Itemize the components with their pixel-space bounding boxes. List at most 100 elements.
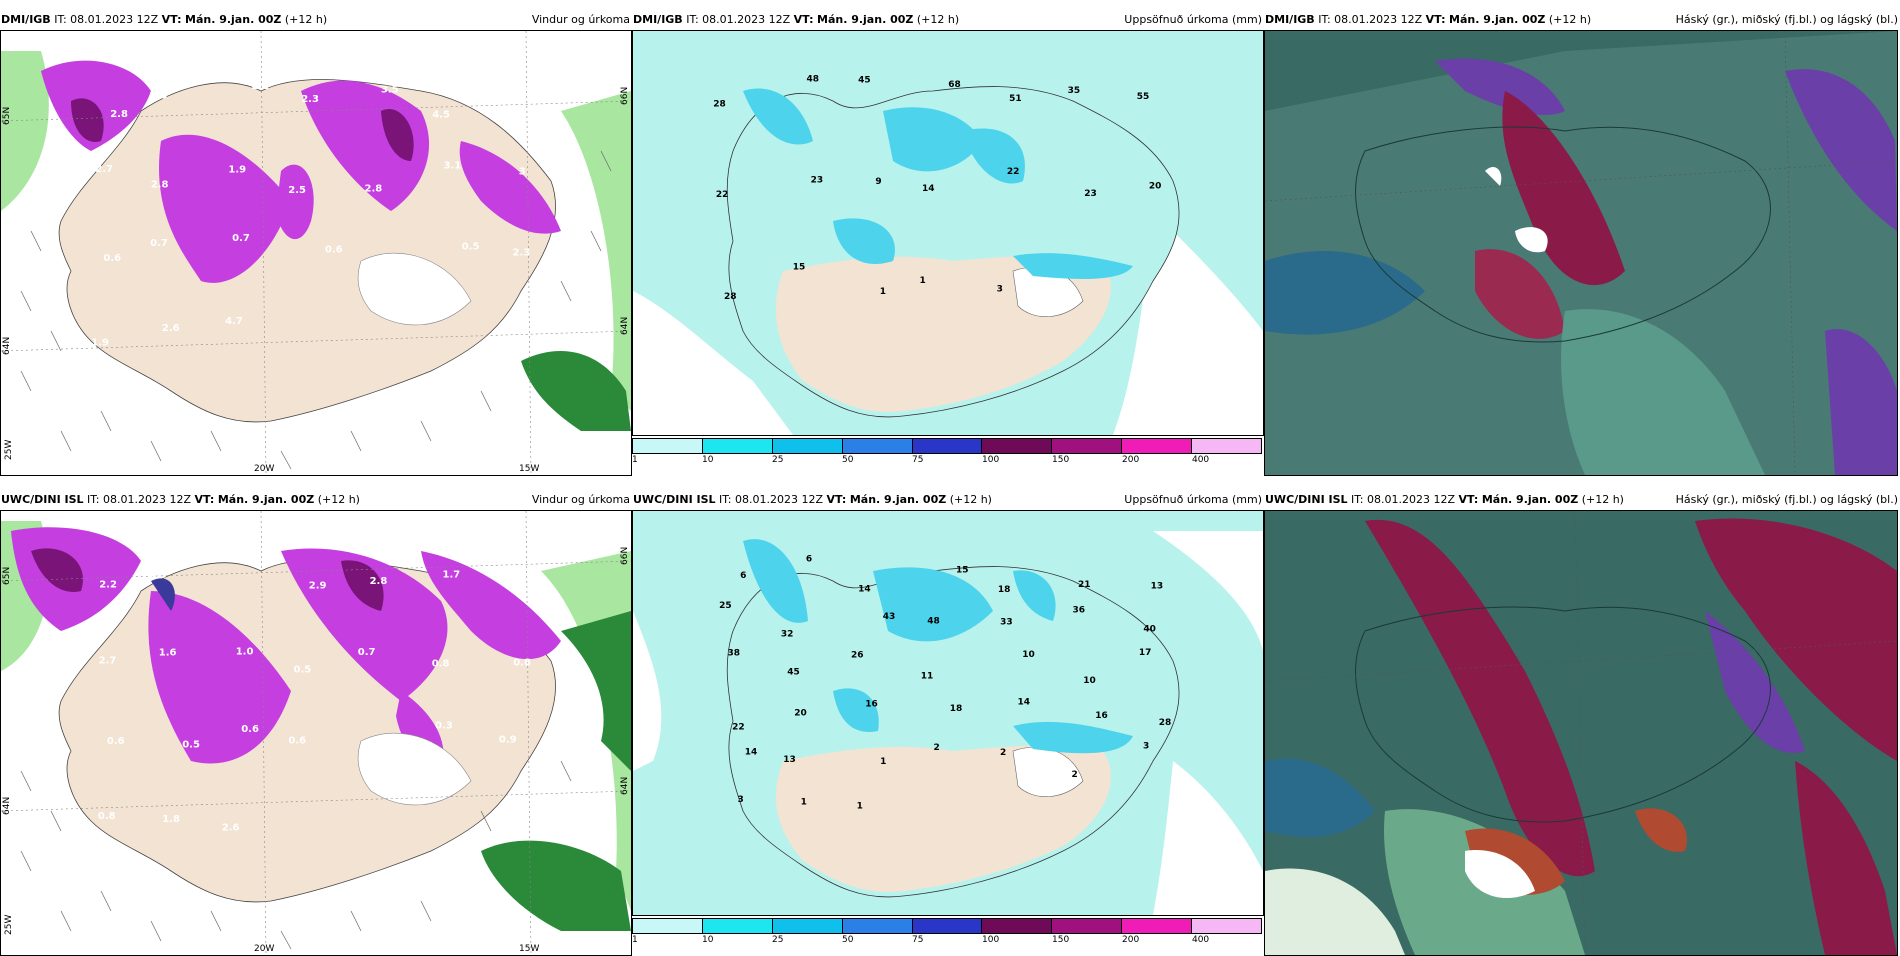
source-label: DMI/IGB xyxy=(1265,13,1315,26)
colorbar-swatch xyxy=(1192,439,1262,453)
map-value-label: 0.3 xyxy=(435,720,453,731)
cloud-map xyxy=(1265,511,1897,955)
map-value-label: 2.3 xyxy=(513,248,531,259)
map-value-labels: 2.2 2.3 4.0 2.9 2.8 1.7 1.2 2.7 1.6 1.0 0.5 0.7 0.8 0… xyxy=(98,557,544,833)
lat-label: 64N xyxy=(620,777,630,795)
colorbar-tick: 1 xyxy=(632,455,638,465)
init-time: IT: 08.01.2023 12Z xyxy=(87,493,192,506)
wind-precip-map: 65N 64N 25W 20W 15W 66N 64N 2.2 2.3 4.0 2.9… xyxy=(1,511,631,955)
map-value-label: 0.6 xyxy=(325,245,343,256)
init-time: IT: 08.01.2023 12Z xyxy=(719,493,824,506)
init-time: IT: 08.01.2023 12Z xyxy=(1351,493,1456,506)
map-value-label: 0.7 xyxy=(232,233,250,244)
colorbar-tick: 400 xyxy=(1191,935,1210,945)
valid-time-label: VT: xyxy=(1458,493,1479,506)
colorbar-tick: 75 xyxy=(911,935,924,945)
map-value-label: 2.6 xyxy=(150,90,168,101)
map-area: 65N 64N 25W 20W 15W 66N 64N 2.2 2.3 4.0 2.9… xyxy=(0,510,632,956)
panel-header: UWC/DINI ISL IT: 08.01.2023 12Z VT: Mán.… xyxy=(632,490,1264,510)
map-area xyxy=(1264,510,1898,956)
map-value-label: 2.9 xyxy=(309,580,327,591)
colorbar-swatch xyxy=(1122,919,1193,933)
map-value-label: 1.9 xyxy=(228,165,246,176)
map-value-label: 2.2 xyxy=(99,580,117,591)
map-value-label: 14 xyxy=(1018,697,1031,707)
map-value-label: 2.6 xyxy=(222,822,240,833)
colorbar-swatch xyxy=(982,439,1053,453)
map-area: 65N 64N 25W 20W 15W 66N 64N 2.8 2.6 2.2 2.3… xyxy=(0,30,632,476)
colorbar-swatches xyxy=(632,918,1262,934)
lon-label: 20W xyxy=(254,944,274,954)
colorbar: 1 10 25 50 75 100 150 200 400 xyxy=(632,438,1262,468)
map-value-label: 22 xyxy=(1007,167,1020,177)
colorbar-tick: 25 xyxy=(771,455,784,465)
map-value-labels: 28 48 45 68 51 35 55 22 23 9 14 22 23 20 28 15 1 1 3 xyxy=(713,74,1161,302)
lat-label: 66N xyxy=(620,87,630,105)
map-value-label: 22 xyxy=(716,190,729,200)
map-value-label: 16 xyxy=(865,700,878,710)
lead-time: (+12 h) xyxy=(949,493,992,506)
panel-dmi-wind: DMI/IGB IT: 08.01.2023 12Z VT: Mán. 9.ja… xyxy=(0,10,632,476)
lead-time: (+12 h) xyxy=(317,493,360,506)
map-value-label: 18 xyxy=(950,704,963,714)
map-value-label: 2.3 xyxy=(301,94,319,105)
colorbar-swatch xyxy=(1192,919,1262,933)
lat-label: 64N xyxy=(2,337,12,355)
map-value-label: 2.3 xyxy=(149,570,167,581)
map-value-label: 3 xyxy=(1143,742,1149,752)
colorbar-tick: 400 xyxy=(1191,455,1210,465)
map-value-label: 2.8 xyxy=(110,109,128,120)
colorbar-swatch xyxy=(702,919,773,933)
map-value-label: 28 xyxy=(713,99,726,109)
product-title: Uppsöfnuð úrkoma (mm) xyxy=(1124,13,1262,26)
colorbar-swatch xyxy=(842,919,913,933)
map-value-label: 0.7 xyxy=(358,647,376,658)
product-title: Vindur og úrkoma xyxy=(531,493,630,506)
panel-uwc-precip: UWC/DINI ISL IT: 08.01.2023 12Z VT: Mán.… xyxy=(632,490,1264,945)
valid-time-label: VT: xyxy=(793,13,814,26)
colorbar-swatch xyxy=(842,439,913,453)
map-value-label: 16 xyxy=(1095,711,1108,721)
valid-time: Mán. 9.jan. 00Z xyxy=(849,493,947,506)
map-value-label: 36 xyxy=(1073,606,1086,616)
product-title: Háský (gr.), miðský (fj.bl.) og lágský (… xyxy=(1675,13,1898,26)
product-title: Uppsöfnuð úrkoma (mm) xyxy=(1124,493,1262,506)
map-value-label: 20 xyxy=(1149,182,1162,192)
map-value-label: 45 xyxy=(787,668,800,678)
map-value-label: 3 xyxy=(519,167,526,178)
map-value-label: 0.5 xyxy=(294,665,312,676)
map-value-label: 40 xyxy=(1143,624,1156,634)
map-value-label: 0.6 xyxy=(103,253,121,264)
colorbar: 1 10 25 50 75 100 150 200 400 xyxy=(632,918,1262,948)
map-value-label: 2 xyxy=(1072,770,1078,780)
map-value-label: 4.0 xyxy=(251,557,269,568)
map-value-label: 18 xyxy=(998,585,1011,595)
map-area xyxy=(1264,30,1898,476)
map-value-label: 22 xyxy=(732,722,745,732)
panel-uwc-wind: UWC/DINI ISL IT: 08.01.2023 12Z VT: Mán.… xyxy=(0,490,632,956)
init-time: IT: 08.01.2023 12Z xyxy=(54,13,159,26)
colorbar-tick: 75 xyxy=(911,455,924,465)
valid-time: Mán. 9.jan. 00Z xyxy=(1481,493,1579,506)
valid-time: Mán. 9.jan. 00Z xyxy=(1449,13,1546,26)
precip-map: 28 48 45 68 51 35 55 22 23 9 14 22 23 20 28 15 1 1 3 xyxy=(633,31,1263,435)
map-value-label: 4.7 xyxy=(225,316,243,327)
map-value-label: 20 xyxy=(794,709,807,719)
panel-dmi-clouds: DMI/IGB IT: 08.01.2023 12Z VT: Mán. 9.ja… xyxy=(1264,10,1900,476)
map-value-label: 68 xyxy=(948,80,961,90)
colorbar-swatches xyxy=(632,438,1262,454)
lead-time: (+12 h) xyxy=(284,13,328,26)
map-value-label: 2.6 xyxy=(162,323,180,334)
map-value-label: 21 xyxy=(1078,580,1091,590)
colorbar-tick: 10 xyxy=(701,935,714,945)
map-value-label: 3.5 xyxy=(381,85,399,96)
map-value-label: 2.8 xyxy=(370,576,388,587)
lon-label: 15W xyxy=(519,944,539,954)
map-value-label: 2.2 xyxy=(251,81,269,92)
map-value-label: 14 xyxy=(745,747,758,757)
map-value-label: 6 xyxy=(740,571,746,581)
map-value-label: 1.9 xyxy=(513,83,531,94)
valid-time-label: VT: xyxy=(1425,13,1446,26)
panel-dmi-precip: DMI/IGB IT: 08.01.2023 12Z VT: Mán. 9.ja… xyxy=(632,10,1264,465)
colorbar-tick: 150 xyxy=(1052,935,1070,945)
